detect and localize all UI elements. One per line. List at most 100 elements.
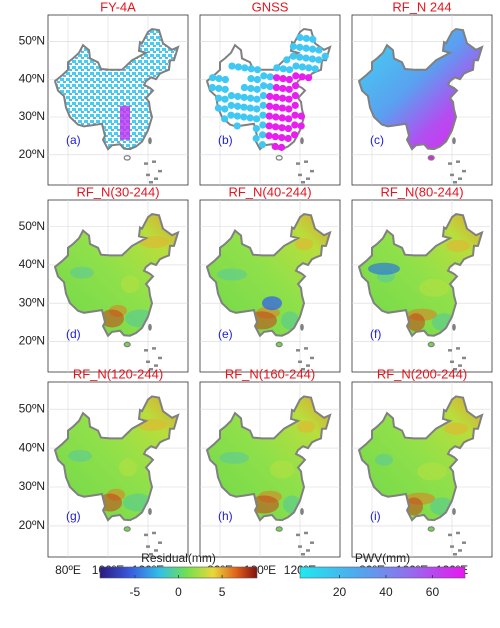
panel-title: GNSS (252, 0, 289, 14)
station-dot (272, 103, 280, 111)
station-dot (208, 83, 216, 92)
station-dot (240, 83, 248, 92)
map-panel (351, 14, 493, 186)
hainan (123, 155, 131, 161)
island (296, 349, 300, 352)
island (149, 368, 153, 371)
hainan (275, 526, 283, 532)
high-pwv-area (120, 105, 130, 140)
station-dot (272, 93, 280, 101)
panel-title: FY-4A (100, 0, 136, 14)
colorbar-tick-label: 40 (379, 585, 393, 599)
lat-tick-label: 20ºN (19, 147, 45, 161)
lat-tick-label: 30ºN (19, 479, 45, 493)
lat-tick-label: 40ºN (19, 440, 45, 454)
colorbar-tick-label: 20 (333, 585, 347, 599)
station-dot (246, 104, 254, 112)
station-dot (279, 84, 287, 93)
station-dot (289, 52, 297, 60)
station-dot (247, 65, 255, 73)
station-dot (234, 102, 242, 110)
station-dot (215, 75, 223, 83)
station-dot (209, 74, 217, 82)
station-dot (291, 91, 299, 100)
island (450, 545, 454, 548)
residual-patch (270, 460, 294, 479)
residual-patch (297, 420, 315, 433)
station-dot (272, 83, 280, 92)
island (456, 160, 460, 163)
island (453, 553, 457, 556)
island (453, 181, 457, 184)
residual-patch (121, 275, 139, 294)
station-dot (241, 64, 249, 72)
station-dot (308, 55, 316, 63)
colorbar-tick-label: -5 (130, 585, 141, 599)
map-panel (199, 199, 341, 373)
residual-patch (119, 458, 137, 477)
station-dot (302, 34, 310, 43)
china-border (357, 395, 484, 522)
island (458, 177, 462, 180)
island (306, 549, 310, 552)
map-panel (47, 199, 189, 373)
taiwan (148, 137, 152, 145)
station-dot (279, 94, 287, 102)
island (453, 368, 457, 371)
hainan (427, 526, 435, 532)
station-dot (265, 132, 273, 140)
station-dot (285, 105, 293, 113)
residual-patch (405, 497, 423, 516)
station-dot (221, 75, 229, 84)
residual-patch (375, 453, 393, 466)
panel-label: (f) (370, 327, 381, 341)
island (306, 364, 310, 367)
china-border (205, 213, 332, 338)
station-dot (284, 125, 292, 133)
hainan (275, 155, 283, 161)
map-panel (199, 381, 341, 558)
residual-patch (295, 237, 313, 250)
station-dot (272, 113, 280, 121)
colorbar-label: PWV(mm) (355, 551, 410, 565)
taiwan (452, 508, 456, 515)
station-dot (247, 75, 255, 83)
residual-patch (219, 451, 249, 464)
residual-patch (70, 266, 94, 279)
station-dot (298, 73, 306, 81)
station-dot (266, 102, 274, 110)
island (448, 162, 452, 165)
station-dot (254, 66, 262, 74)
station-dot (259, 91, 267, 100)
station-dot (302, 44, 310, 52)
station-dot (247, 94, 255, 102)
residual-patch (417, 462, 447, 481)
hainan (427, 341, 435, 348)
station-dot (279, 65, 287, 73)
station-dot (285, 75, 293, 84)
station-dot (221, 105, 229, 113)
island (144, 533, 148, 537)
station-dot (265, 112, 273, 120)
station-dot (291, 131, 299, 139)
taiwan (300, 508, 304, 515)
station-dot (253, 115, 261, 123)
hainan (123, 341, 131, 348)
station-dot (265, 122, 273, 130)
lat-tick-label: 30ºN (19, 295, 45, 309)
station-dot (273, 64, 281, 72)
china-border (53, 213, 180, 338)
colorbar-label: Residual(mm) (141, 551, 216, 565)
panel-label: (c) (370, 133, 384, 147)
station-dot (286, 66, 294, 74)
station-dot (273, 74, 281, 82)
station-dot (259, 101, 267, 109)
map-panel (47, 381, 189, 558)
station-dot (253, 85, 261, 93)
station-dot (253, 95, 261, 103)
taiwan (300, 323, 304, 331)
colorbar-tick-label: 60 (426, 585, 440, 599)
station-dot (278, 114, 286, 122)
china-border (357, 213, 484, 338)
panel-label: (h) (218, 509, 233, 523)
